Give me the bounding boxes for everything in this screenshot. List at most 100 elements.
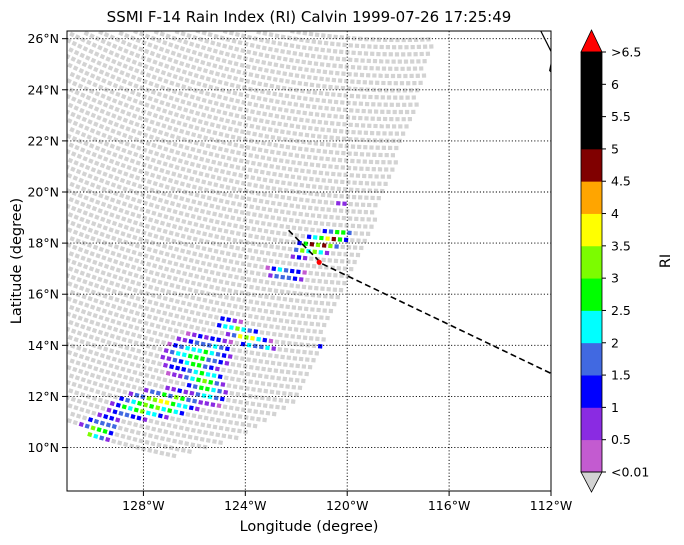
no-rain-cell [88, 212, 94, 218]
no-rain-cell [350, 223, 356, 229]
no-rain-cell [152, 315, 158, 321]
no-rain-cell [174, 298, 180, 305]
no-rain-cell [270, 200, 276, 206]
no-rain-cell [291, 145, 297, 151]
no-rain-cell [346, 86, 352, 91]
plot-area [66, 30, 552, 492]
no-rain-cell [207, 114, 213, 120]
no-rain-cell [219, 117, 225, 123]
no-rain-cell [209, 269, 215, 275]
no-rain-cell [159, 435, 166, 442]
no-rain-cell [232, 171, 238, 177]
no-rain-cell [241, 407, 246, 413]
no-rain-cell [305, 103, 311, 109]
no-rain-cell [147, 447, 153, 453]
no-rain-cell [362, 80, 368, 85]
no-rain-cell [188, 123, 194, 130]
no-rain-cell [290, 319, 296, 325]
no-rain-cell [93, 366, 99, 372]
no-rain-cell [213, 167, 219, 173]
no-rain-cell [167, 125, 173, 131]
no-rain-cell [329, 55, 335, 61]
no-rain-cell [126, 435, 132, 441]
no-rain-cell [153, 166, 159, 172]
no-rain-cell [154, 271, 160, 277]
no-rain-cell [85, 39, 92, 46]
no-rain-cell [327, 178, 333, 184]
rain-cell [290, 254, 296, 260]
rain-cell [191, 347, 197, 352]
no-rain-cell [271, 40, 277, 45]
no-rain-cell [115, 76, 122, 82]
no-rain-cell [388, 52, 393, 57]
no-rain-cell [234, 46, 240, 52]
no-rain-cell [116, 252, 122, 258]
no-rain-cell [129, 361, 135, 367]
no-rain-cell [176, 187, 182, 193]
no-rain-cell [217, 293, 223, 299]
rain-cell [232, 318, 238, 324]
no-rain-cell [106, 339, 112, 346]
no-rain-cell [67, 53, 71, 60]
no-rain-cell [385, 59, 390, 64]
no-rain-cell [194, 273, 200, 279]
no-rain-cell [236, 377, 241, 383]
no-rain-cell [70, 396, 77, 403]
no-rain-cell [92, 312, 98, 319]
no-rain-cell [187, 449, 192, 454]
no-rain-cell [175, 135, 182, 141]
no-rain-cell [198, 89, 205, 95]
rain-cell [224, 346, 230, 352]
no-rain-cell [145, 425, 151, 431]
no-rain-cell [283, 282, 288, 288]
no-rain-cell [242, 363, 248, 369]
no-rain-cell [186, 235, 192, 241]
no-rain-cell [233, 369, 239, 375]
no-rain-cell [327, 99, 333, 104]
no-rain-cell [212, 63, 218, 69]
no-rain-cell [95, 184, 102, 190]
no-rain-cell [325, 221, 331, 227]
no-rain-cell [194, 125, 200, 131]
no-rain-cell [148, 351, 154, 357]
no-rain-cell [148, 149, 154, 155]
no-rain-cell [189, 176, 195, 182]
no-rain-cell [226, 170, 231, 176]
no-rain-cell [85, 340, 91, 347]
no-rain-cell [305, 118, 310, 123]
no-rain-cell [98, 177, 105, 184]
no-rain-cell [216, 108, 222, 115]
no-rain-cell [250, 401, 256, 407]
no-rain-cell [206, 61, 212, 67]
no-rain-cell [81, 225, 88, 231]
no-rain-cell [247, 408, 252, 414]
no-rain-cell [201, 312, 207, 318]
no-rain-cell [186, 100, 192, 107]
no-rain-cell [143, 117, 149, 123]
no-rain-cell [260, 381, 266, 386]
no-rain-cell [292, 370, 297, 376]
no-rain-cell [152, 180, 158, 187]
no-rain-cell [86, 79, 93, 86]
no-rain-cell [273, 62, 279, 68]
no-rain-cell [122, 239, 129, 245]
no-rain-cell [406, 66, 411, 71]
no-rain-cell [132, 287, 139, 293]
no-rain-cell [75, 184, 81, 190]
no-rain-cell [185, 62, 191, 69]
no-rain-cell [180, 166, 186, 172]
no-rain-cell [230, 67, 236, 73]
no-rain-cell [219, 35, 225, 41]
no-rain-cell [198, 238, 204, 244]
no-rain-cell [184, 441, 190, 447]
no-rain-cell [279, 369, 285, 374]
no-rain-cell [306, 328, 311, 334]
no-rain-cell [69, 31, 75, 38]
no-rain-cell [118, 260, 125, 267]
no-rain-cell [101, 308, 108, 314]
no-rain-cell [174, 380, 180, 386]
no-rain-cell [118, 207, 124, 214]
no-rain-cell [200, 407, 206, 413]
no-rain-cell [391, 124, 397, 129]
no-rain-cell [176, 321, 183, 327]
